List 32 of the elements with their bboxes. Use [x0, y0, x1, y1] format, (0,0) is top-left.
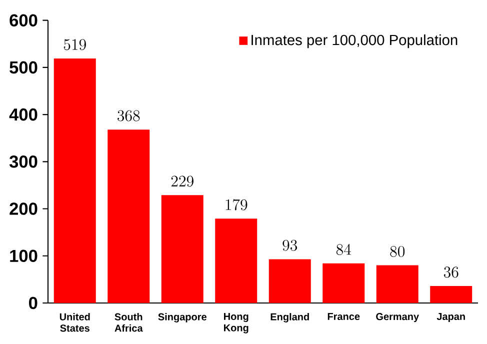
x-tick-label: Japan	[436, 313, 465, 322]
y-tick-label: 200	[10, 202, 38, 215]
bar	[54, 58, 96, 303]
bar	[268, 259, 311, 303]
bar	[376, 265, 418, 303]
bar	[108, 130, 150, 303]
y-tick-label: 400	[9, 108, 38, 121]
bar	[430, 286, 472, 303]
y-tick-label: 100	[10, 250, 38, 262]
data-label: 368	[118, 110, 140, 122]
data-label: 229	[171, 176, 194, 187]
x-tick-label: France	[328, 313, 360, 320]
x-tick-label: Hong Kong	[224, 313, 248, 334]
legend-label: Inmates per 100,000 Population	[252, 34, 458, 48]
y-tick-label: 500	[10, 61, 38, 74]
y-tick-label: 0	[29, 296, 38, 310]
x-tick-label: United States	[60, 313, 90, 332]
bar	[322, 263, 365, 303]
data-label: 36	[444, 266, 458, 278]
x-tick-label: South Africa	[114, 313, 143, 332]
data-label: 179	[226, 199, 248, 210]
x-tick-label: England	[270, 313, 309, 322]
x-tick-label: Singapore	[158, 313, 206, 322]
bar	[215, 218, 258, 303]
data-label: 84	[336, 244, 351, 256]
x-tick-label: Germany	[376, 313, 419, 322]
y-tick-label: 600	[10, 14, 38, 26]
data-label: 519	[64, 39, 86, 50]
y-tick-label: 300	[9, 156, 38, 168]
data-label: 93	[282, 240, 298, 251]
data-label: 80	[390, 246, 405, 257]
bar	[161, 195, 204, 303]
